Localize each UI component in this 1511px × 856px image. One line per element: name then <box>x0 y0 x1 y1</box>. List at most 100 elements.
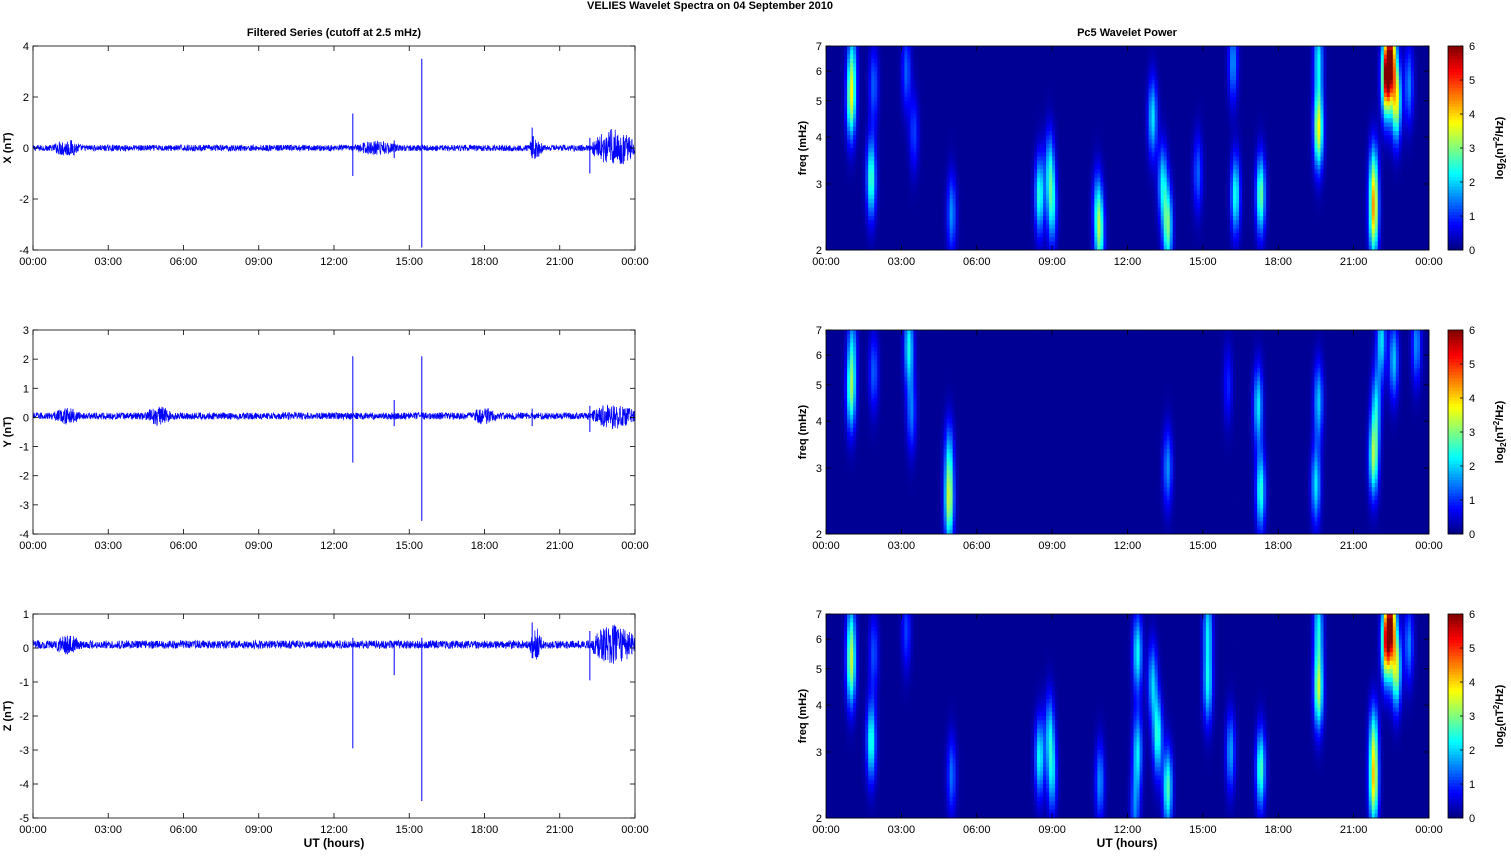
power-cell <box>1311 84 1314 89</box>
power-cell <box>1025 97 1028 102</box>
power-cell <box>1010 123 1013 128</box>
power-cell <box>922 63 925 68</box>
power-cell <box>938 80 941 85</box>
power-cell <box>1076 110 1079 115</box>
power-cell <box>1323 89 1326 94</box>
power-cell <box>1384 89 1387 94</box>
power-cell <box>1007 84 1010 89</box>
power-cell <box>1375 106 1378 111</box>
power-cell <box>1342 84 1345 89</box>
power-cell <box>1354 55 1357 60</box>
power-cell <box>1079 46 1082 51</box>
power-cell <box>1167 46 1170 51</box>
power-cell <box>922 131 925 136</box>
power-cell <box>838 93 841 98</box>
power-cell <box>1007 50 1010 55</box>
power-cell <box>1206 46 1209 51</box>
power-cell <box>1263 80 1266 85</box>
power-cell <box>1330 118 1333 123</box>
power-cell <box>953 76 956 81</box>
power-cell <box>1375 89 1378 94</box>
power-cell <box>959 144 962 149</box>
power-cell <box>1001 144 1004 149</box>
power-cell <box>947 93 950 98</box>
power-cell <box>1257 123 1260 128</box>
power-cell <box>1417 59 1420 64</box>
power-cell <box>956 118 959 123</box>
power-cell <box>1293 106 1296 111</box>
power-cell <box>865 67 868 72</box>
power-cell <box>1414 84 1417 89</box>
power-cell <box>1236 46 1239 51</box>
x-tick-label: 12:00 <box>320 824 348 836</box>
power-cell <box>1375 93 1378 98</box>
power-cell <box>1314 72 1317 77</box>
power-cell <box>1085 50 1088 55</box>
power-cell <box>1010 76 1013 81</box>
power-cell <box>1155 72 1158 77</box>
power-cell <box>1124 80 1127 85</box>
power-cell <box>847 72 850 77</box>
power-cell <box>871 97 874 102</box>
power-cell <box>1260 55 1263 60</box>
power-cell <box>1293 89 1296 94</box>
power-cell <box>1402 144 1405 149</box>
power-cell <box>1128 144 1131 149</box>
power-cell <box>1408 84 1411 89</box>
power-cell <box>1284 123 1287 128</box>
power-cell <box>1094 80 1097 85</box>
power-cell <box>1106 84 1109 89</box>
power-cell <box>929 46 932 51</box>
power-cell <box>989 80 992 85</box>
power-cell <box>1173 76 1176 81</box>
power-cell <box>892 72 895 77</box>
power-cell <box>1314 59 1317 64</box>
power-cell <box>1396 140 1399 145</box>
power-cell <box>941 101 944 106</box>
power-cell <box>853 55 856 60</box>
power-cell <box>926 127 929 132</box>
power-cell <box>883 84 886 89</box>
power-cell <box>1360 46 1363 51</box>
power-cell <box>1158 135 1161 140</box>
power-cell <box>1333 46 1336 51</box>
power-cell <box>1287 84 1290 89</box>
power-cell <box>1167 110 1170 115</box>
x-tick-label: 03:00 <box>94 256 122 268</box>
power-cell <box>1049 67 1052 72</box>
power-cell <box>959 80 962 85</box>
power-cell <box>904 46 907 51</box>
power-cell <box>835 46 838 51</box>
power-cell <box>1055 101 1058 106</box>
power-cell <box>853 59 856 64</box>
power-cell <box>1357 97 1360 102</box>
power-cell <box>1387 63 1390 68</box>
power-cell <box>1372 135 1375 140</box>
power-cell <box>841 118 844 123</box>
power-cell <box>1248 59 1251 64</box>
power-cell <box>898 97 901 102</box>
power-cell <box>1423 55 1426 60</box>
power-cell <box>1378 72 1381 77</box>
power-cell <box>880 63 883 68</box>
power-cell <box>950 144 953 149</box>
power-cell <box>1206 67 1209 72</box>
power-cell <box>1275 144 1278 149</box>
power-cell <box>1369 135 1372 140</box>
power-cell <box>1248 127 1251 132</box>
power-cell <box>1281 110 1284 115</box>
power-cell <box>1013 135 1016 140</box>
power-cell <box>1221 93 1224 98</box>
power-cell <box>1348 106 1351 111</box>
power-cell <box>832 89 835 94</box>
power-cell <box>1387 84 1390 89</box>
power-cell <box>1049 110 1052 115</box>
power-cell <box>1112 101 1115 106</box>
power-cell <box>1112 55 1115 60</box>
power-cell <box>829 144 832 149</box>
power-cell <box>1043 84 1046 89</box>
power-cell <box>895 89 898 94</box>
power-cell <box>1164 114 1167 119</box>
power-cell <box>1079 140 1082 145</box>
power-cell <box>1305 110 1308 115</box>
